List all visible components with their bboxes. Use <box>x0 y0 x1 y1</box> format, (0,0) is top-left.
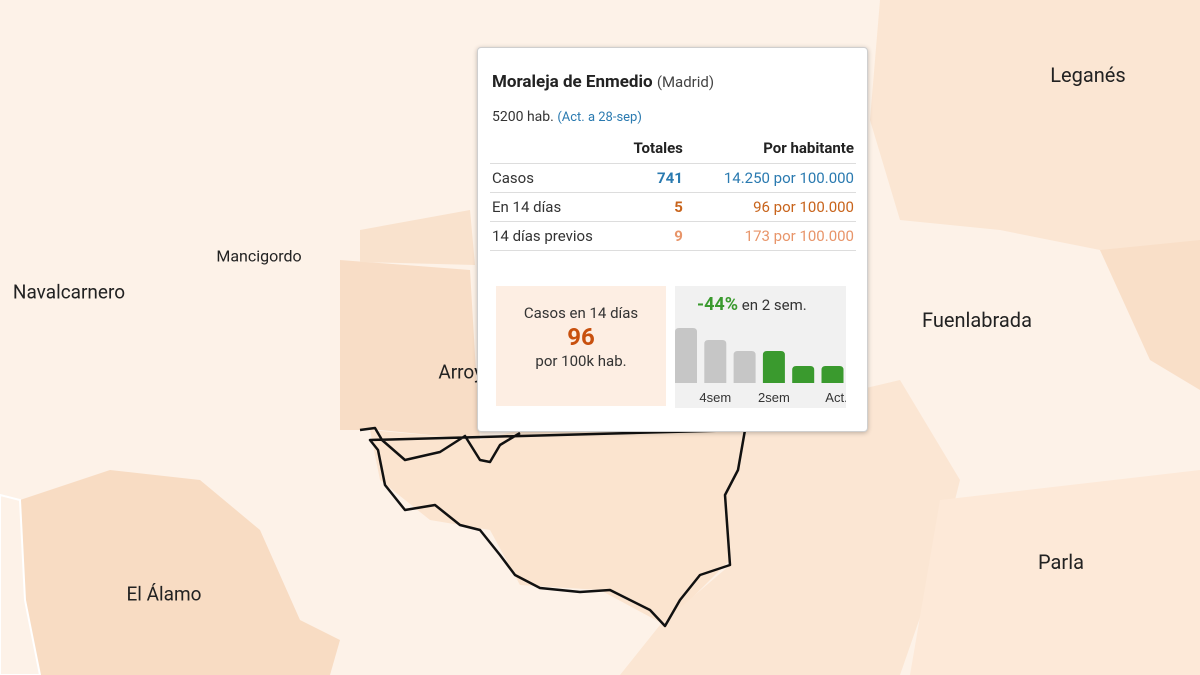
place-label: Leganés <box>1050 63 1126 87</box>
place-label: El Álamo <box>126 582 202 606</box>
place-label: Navalcarnero <box>12 280 126 304</box>
cell: 96 por 100.000 <box>684 192 856 222</box>
cell: Casos <box>490 163 632 193</box>
region <box>0 493 42 675</box>
trend-panel: -44% en 2 sem. 4sem 2sem Act. <box>675 286 846 408</box>
region <box>370 430 745 625</box>
tooltip: Moraleja de Enmedio (Madrid) 5200 hab. (… <box>477 47 868 432</box>
trend-bar <box>733 351 756 383</box>
tooltip-title: Moraleja de Enmedio <box>492 72 653 92</box>
trend-bar <box>792 366 815 383</box>
header-cell: Por habitante <box>763 139 854 157</box>
population-row: 5200 hab. (Act. a 28-sep) <box>492 109 642 125</box>
cell: En 14 días <box>490 192 632 222</box>
trend-chart: 4sem 2sem Act. <box>675 328 846 405</box>
place-label: Parla <box>1038 550 1084 574</box>
summary-unit: por 100k hab. <box>535 352 627 370</box>
row: Casos 741 14.250 por 100.000 <box>490 163 856 193</box>
region <box>1100 240 1200 390</box>
trend-label: Act. <box>825 390 846 405</box>
trend-bar <box>675 328 697 383</box>
region <box>20 470 340 675</box>
update-date: (Act. a 28-sep) <box>557 110 642 125</box>
population: 5200 hab. <box>492 109 554 125</box>
cell: 9 <box>631 221 685 251</box>
trend-change: -44% <box>697 294 739 315</box>
trend-header: -44% en 2 sem. <box>697 294 807 315</box>
region <box>910 470 1200 675</box>
tooltip-title-row: Moraleja de Enmedio (Madrid) <box>492 72 714 92</box>
region <box>340 260 480 440</box>
cell: 5 <box>631 192 685 222</box>
summary-value: 96 <box>567 323 595 351</box>
cell: 14.250 por 100.000 <box>684 163 856 193</box>
cell: 14 días previos <box>490 221 632 251</box>
header-row: Totales Por habitante <box>490 136 856 164</box>
header-cell: Totales <box>633 139 683 157</box>
trend-bar <box>762 351 785 383</box>
trend-label: 2sem <box>758 390 790 405</box>
place-label: Fuenlabrada <box>922 308 1032 332</box>
trend-bar <box>821 366 844 383</box>
municipality-outline <box>359 426 747 628</box>
trend-label: 4sem <box>699 390 731 405</box>
trend-bar <box>704 340 727 383</box>
row: En 14 días 5 96 por 100.000 <box>490 192 856 222</box>
tooltip-region: (Madrid) <box>656 73 715 91</box>
row: 14 días previos 9 173 por 100.000 <box>490 221 856 251</box>
summary-label: Casos en 14 días <box>523 304 639 322</box>
region <box>360 210 475 265</box>
region <box>620 380 960 675</box>
trend-period: en 2 sem. <box>741 296 807 314</box>
header-cell <box>490 136 632 164</box>
summary-box: Casos en 14 días 96 por 100k hab. <box>496 286 666 406</box>
cell: 173 por 100.000 <box>684 221 856 251</box>
place-label: Mancigordo <box>216 246 302 266</box>
cell: 741 <box>631 163 685 193</box>
stats-table: Totales Por habitante Casos 741 14.250 por … <box>490 136 856 251</box>
